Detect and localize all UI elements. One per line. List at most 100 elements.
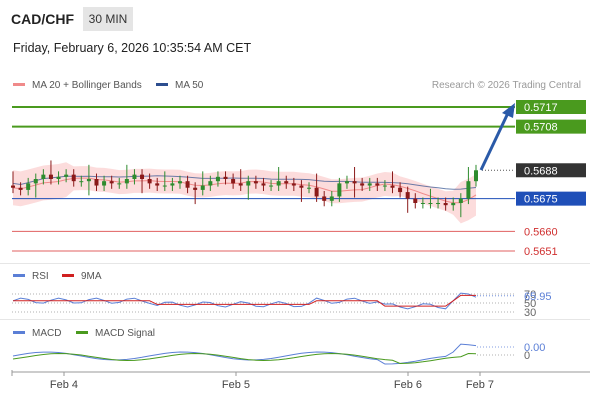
level-label-resistance: 0.5708 (524, 122, 558, 134)
level-label-resistance: 0.5717 (524, 102, 558, 114)
candle-body (140, 174, 145, 179)
candle-body (238, 183, 243, 186)
forecast-arrow (479, 112, 510, 171)
bollinger-swatch (13, 82, 25, 86)
candle-body (360, 183, 365, 186)
candle-body (155, 183, 160, 186)
candle-body (314, 187, 319, 197)
macd-signal-swatch (76, 330, 88, 334)
candles (11, 160, 478, 218)
forecast-arrowhead (502, 103, 515, 118)
candle-body (56, 176, 61, 179)
candle-body (413, 198, 418, 203)
candle-body (18, 187, 23, 190)
candle-body (322, 196, 327, 201)
candle-body (382, 185, 387, 187)
level-box-resistance (516, 119, 586, 134)
candle-body (185, 181, 190, 188)
candle-body (299, 185, 304, 188)
research-credit: Research © 2026 Trading Central (431, 80, 581, 91)
legend-rsi: RSI (13, 271, 49, 282)
candle-body (102, 181, 107, 186)
candle-body (33, 179, 38, 184)
rsi-tick-label: 70 (524, 289, 536, 301)
legend-rsi-label: RSI (32, 271, 49, 282)
candle-body (200, 185, 205, 190)
candle-body (375, 183, 380, 186)
candle-body (48, 174, 53, 179)
candle-body (390, 185, 395, 188)
datetime-label: Friday, February 6, 2026 10:35:54 AM CET (13, 41, 252, 55)
macd-zero-label: 0 (524, 350, 530, 362)
x-tick-label: Feb 4 (50, 379, 78, 391)
candle-body (147, 179, 152, 184)
level-label-support: 0.5651 (524, 246, 558, 258)
candle-body (11, 185, 15, 188)
candle-body (420, 203, 425, 204)
candle-body (170, 183, 175, 186)
candle-body (443, 203, 448, 206)
ma50-swatch (156, 82, 168, 86)
candle-body (276, 181, 281, 186)
candle-body (109, 181, 114, 184)
candle-body (223, 176, 228, 179)
candle-body (64, 174, 69, 177)
level-label-pivot: 0.5675 (524, 194, 558, 206)
candle-body (398, 187, 403, 193)
candle-body (215, 176, 220, 182)
candle-body (231, 179, 236, 184)
candle-body (124, 179, 129, 184)
rsi-tick-label: 30 (524, 307, 536, 319)
ma20-line (12, 177, 477, 204)
rsi-swatch (13, 273, 25, 277)
legend-bollinger-label: MA 20 + Bollinger Bands (32, 80, 142, 91)
candle-body (344, 181, 349, 184)
x-tick-label: Feb 6 (394, 379, 422, 391)
candle-body (246, 181, 251, 186)
level-box-resistance (516, 100, 586, 114)
legend-macd-signal: MACD Signal (76, 328, 155, 339)
macd-swatch (13, 330, 25, 334)
legend-rsi-ma: 9MA (62, 271, 102, 282)
legend-macd-label: MACD (32, 328, 62, 339)
macd-line (12, 343, 477, 365)
level-label-support: 0.5660 (524, 226, 558, 238)
timeframe-badge[interactable]: 30 MIN (83, 7, 133, 31)
macd-value-label: 0.00 (524, 342, 545, 354)
candle-body (291, 183, 296, 186)
candle-body (41, 174, 46, 179)
level-box-pivot (516, 191, 586, 206)
x-tick-label: Feb 5 (222, 379, 250, 391)
rsi-value-label: 65.95 (524, 291, 552, 303)
legend-macd-signal-label: MACD Signal (95, 328, 156, 339)
legend-ma50-label: MA 50 (175, 80, 204, 91)
candle-body (117, 183, 122, 185)
candle-body (352, 181, 357, 184)
macd-signal-line (12, 352, 477, 365)
rsi-tick-label: 50 (524, 298, 536, 310)
ma50-line (12, 175, 477, 190)
candle-body (79, 181, 84, 183)
candle-body (132, 174, 137, 179)
candle-body (71, 174, 76, 182)
candle-body (193, 187, 198, 190)
level-box-current (516, 163, 586, 178)
candle-body (367, 183, 372, 186)
candle-body (208, 181, 213, 186)
candle-body (269, 185, 274, 187)
candle-body (261, 183, 266, 186)
candle-body (436, 203, 441, 204)
rsi-ma-swatch (62, 273, 74, 277)
candle-body (94, 179, 99, 186)
legend-macd: MACD (13, 328, 61, 339)
candle-body (466, 181, 471, 199)
candle-body (428, 203, 433, 204)
candle-body (458, 198, 463, 203)
level-label-current: 0.5688 (524, 165, 558, 177)
legend-ma50: MA 50 (156, 80, 203, 91)
candle-body (253, 181, 258, 184)
candle-body (26, 183, 31, 190)
candle-body (474, 170, 478, 182)
rsi-ma-line (13, 294, 476, 307)
